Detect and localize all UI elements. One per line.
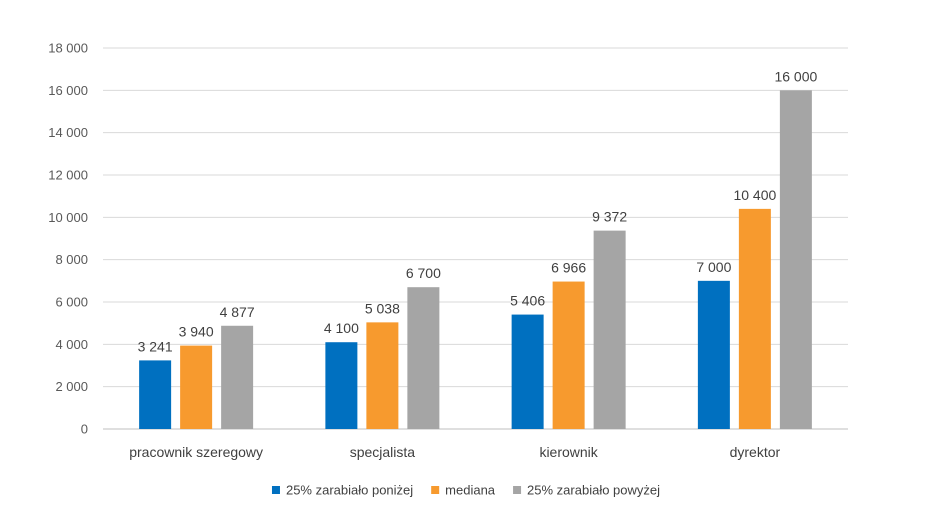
bar: [221, 325, 254, 429]
gridlines: [103, 47, 848, 430]
data-label: 3 940: [179, 324, 214, 340]
data-label: 4 877: [220, 304, 255, 320]
data-label: 4 100: [324, 320, 359, 336]
bar: [366, 322, 399, 429]
x-tick-label: pracownik szeregowy: [129, 444, 263, 460]
y-tick-label: 4 000: [55, 337, 88, 352]
data-label: 6 966: [551, 260, 586, 276]
x-tick-label: dyrektor: [730, 444, 781, 460]
bar: [779, 90, 812, 429]
y-tick-label: 12 000: [48, 168, 88, 183]
bar: [407, 287, 440, 429]
data-label: 6 700: [406, 265, 441, 281]
legend: 25% zarabiało poniżej mediana 25% zarabiał…: [271, 483, 660, 498]
legend-swatch: [513, 486, 522, 494]
bar: [180, 345, 213, 429]
y-tick-label: 2 000: [55, 379, 88, 394]
x-axis-ticks: pracownik szeregowy specjalista kierownik d…: [129, 444, 780, 460]
data-label: 10 400: [733, 187, 776, 203]
y-tick-label: 14 000: [48, 125, 88, 140]
x-tick-label: specjalista: [350, 444, 416, 460]
legend-label: mediana: [445, 483, 496, 498]
bar: [697, 280, 730, 429]
data-label: 3 241: [138, 338, 173, 354]
bar: [593, 230, 626, 429]
y-tick-label: 10 000: [48, 210, 88, 225]
legend-label: 25% zarabiało poniżej: [286, 483, 413, 498]
bar: [511, 314, 544, 429]
y-tick-label: 16 000: [48, 83, 88, 98]
legend-swatch: [271, 486, 280, 494]
y-tick-label: 0: [81, 422, 88, 437]
bar: [325, 342, 358, 429]
y-tick-label: 18 000: [48, 41, 88, 56]
y-tick-label: 8 000: [55, 252, 88, 267]
data-label: 5 038: [365, 300, 400, 316]
y-tick-label: 6 000: [55, 295, 88, 310]
bar: [552, 281, 585, 429]
data-label: 16 000: [774, 68, 817, 84]
data-label: 5 406: [510, 293, 545, 309]
data-labels: 3 241 3 940 4 877 4 100 5 038 6 700 5 406 6 966…: [138, 68, 818, 354]
bars: [139, 90, 812, 429]
bar: [139, 360, 172, 429]
legend-label: 25% zarabiało powyżej: [527, 483, 660, 498]
x-tick-label: kierownik: [539, 444, 598, 460]
bar: [738, 208, 771, 429]
data-label: 9 372: [592, 209, 627, 225]
data-label: 7 000: [696, 259, 731, 275]
legend-swatch: [431, 486, 440, 494]
y-axis-ticks: 0 2 000 4 000 6 000 8 000 10 000 12 000 14 000 1…: [48, 41, 88, 437]
